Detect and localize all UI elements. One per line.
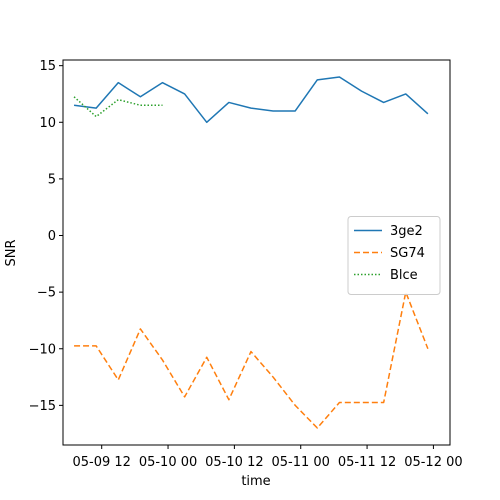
x-tick-label: 05-10 00 [139,455,197,470]
x-tick-label: 05-10 12 [205,455,263,470]
y-axis-label: SNR [4,239,19,266]
y-tick-label: −10 [29,342,56,357]
y-axis: 15 10 5 0 −5 −10 −15 [29,59,63,414]
series-line-3ge2 [73,76,429,124]
plot-frame [62,59,451,446]
y-tick-label: −15 [29,399,56,414]
x-axis-label: time [241,474,270,489]
x-tick-label: 05-12 00 [404,455,462,470]
legend-label: Blce [390,268,418,283]
x-tick-label: 05-11 00 [272,455,330,470]
y-tick-label: 5 [48,172,56,187]
x-tick-label: 05-09 12 [72,455,130,470]
y-tick-label: 0 [48,229,56,244]
series-line-blce [73,96,163,118]
series-line-sg74 [74,291,429,429]
legend-label: 3ge2 [390,224,423,239]
y-tick-label: 15 [39,59,56,74]
y-tick-label: 10 [39,116,56,131]
x-axis: 05-09 12 05-10 00 05-10 12 05-11 00 05-11 12… [72,445,463,470]
legend-box [347,216,441,295]
legend-label: SG74 [390,246,425,261]
x-tick-label: 05-11 12 [338,455,396,470]
legend: 3ge2 SG74 Blce [347,216,441,295]
series-lines [73,76,429,429]
y-tick-label: −5 [37,286,56,301]
